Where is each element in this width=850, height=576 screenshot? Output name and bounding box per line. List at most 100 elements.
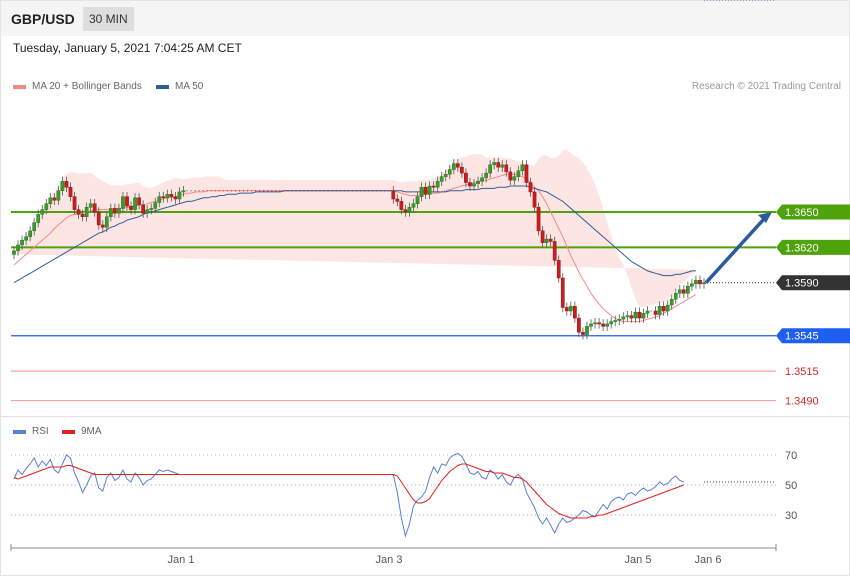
candle-up	[48, 197, 53, 204]
candle-down	[64, 181, 69, 188]
candle-up	[690, 283, 694, 287]
candle-up	[84, 207, 89, 217]
candle-up	[20, 240, 24, 246]
candle-up	[165, 194, 170, 199]
candle-down	[601, 323, 605, 327]
candle-up	[516, 170, 521, 177]
x-tick-label: Jan 5	[625, 554, 652, 566]
level-tag	[776, 204, 850, 220]
candle-up	[621, 316, 626, 320]
candle-down	[100, 224, 105, 228]
candle-down	[508, 171, 513, 181]
candle-down	[597, 322, 601, 325]
legend-label: MA 50	[175, 81, 204, 92]
timestamp: Tuesday, January 5, 2021 7:04:25 AM CET	[13, 41, 242, 55]
rsi-tick-label: 70	[785, 450, 797, 462]
candle-up	[605, 323, 610, 327]
candle-down	[173, 196, 178, 200]
candle-up	[484, 172, 488, 179]
candle-up	[673, 293, 678, 300]
candle-up	[645, 310, 650, 314]
candle-down	[92, 203, 97, 213]
candle-up	[641, 313, 646, 319]
candle-down	[96, 211, 101, 226]
candle-up	[702, 282, 706, 285]
legend-rsi: RSI	[13, 426, 49, 437]
candle-up	[149, 208, 154, 210]
candle-up	[617, 318, 622, 321]
candle-down	[76, 209, 81, 215]
candle-up	[36, 214, 41, 223]
candle-up	[669, 298, 674, 306]
candle-down	[540, 230, 545, 243]
candle-up	[24, 236, 28, 241]
timeframe-badge[interactable]: 30 MIN	[83, 7, 134, 31]
candle-up	[609, 321, 614, 325]
candle-up	[108, 208, 113, 217]
candle-up	[568, 306, 573, 312]
candle-up	[427, 185, 432, 195]
candle-up	[407, 207, 412, 213]
candle-up	[439, 176, 444, 182]
legend-ma20-bollinger: MA 20 + Bollinger Bands	[13, 81, 142, 92]
candle-up	[544, 238, 549, 243]
candle-up	[40, 209, 45, 215]
legend-swatch-icon	[62, 429, 75, 434]
x-tick-label: Jan 1	[168, 554, 195, 566]
candle-down	[403, 209, 408, 213]
level-label: 1.3620	[785, 242, 819, 254]
instrument-symbol: GBP/USD	[11, 11, 75, 27]
candle-down	[125, 196, 129, 207]
candle-up	[686, 285, 690, 294]
level-tag	[776, 328, 850, 344]
candle-up	[480, 177, 484, 182]
candle-up	[512, 176, 517, 181]
candle-down	[552, 241, 557, 261]
legend-swatch-icon	[13, 84, 26, 89]
candle-down	[556, 260, 561, 279]
legend-label: RSI	[32, 426, 49, 437]
candle-up	[181, 190, 186, 193]
rsi-9ma-line	[13, 463, 684, 519]
candle-up	[133, 197, 137, 210]
candle-up	[585, 326, 589, 335]
legend-label: 9MA	[81, 426, 102, 437]
candle-down	[456, 163, 460, 168]
candle-down	[399, 201, 404, 210]
candle-down	[548, 238, 553, 242]
legend-swatch-icon	[13, 429, 26, 434]
candle-up	[488, 164, 492, 174]
candle-up	[153, 202, 158, 209]
candle-up	[415, 196, 420, 204]
candle-down	[395, 198, 400, 202]
candle-down	[564, 307, 569, 312]
candle-down	[496, 162, 501, 168]
candle-up	[492, 162, 497, 166]
candle-down	[698, 280, 702, 285]
x-tick-label: Jan 3	[376, 554, 403, 566]
candle-down	[536, 207, 541, 232]
candle-up	[177, 191, 182, 200]
level-label: 1.3590	[785, 278, 819, 290]
candle-up	[472, 183, 476, 187]
candle-down	[72, 196, 77, 210]
candle-down	[573, 306, 577, 319]
level-label: 1.3650	[785, 207, 819, 219]
level-label: 1.3545	[785, 331, 819, 343]
candle-up	[447, 169, 452, 175]
legend-ma50: MA 50	[156, 81, 203, 92]
candle-down	[68, 186, 73, 197]
legend-9ma: 9MA	[62, 426, 102, 437]
rsi-tick-label: 30	[785, 510, 797, 522]
candle-up	[443, 174, 448, 177]
candle-up	[613, 320, 618, 322]
candle-up	[117, 208, 121, 214]
forecast-arrow-line	[704, 217, 766, 284]
candle-down	[468, 182, 472, 187]
candle-up	[677, 289, 682, 294]
x-tick-label: Jan 6	[695, 554, 722, 566]
legend-label: MA 20 + Bollinger Bands	[32, 81, 142, 92]
rsi-tick-label: 50	[785, 480, 797, 492]
